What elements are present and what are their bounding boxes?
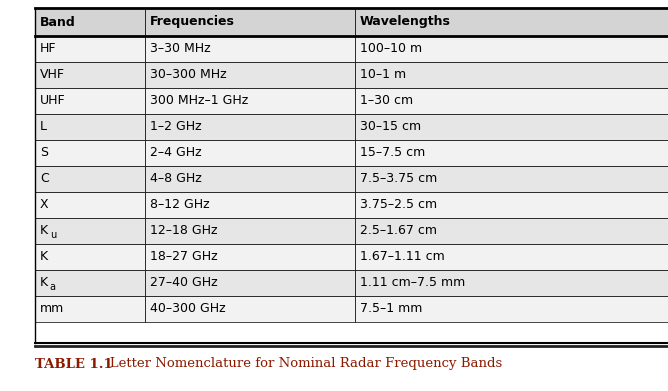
Text: 3–30 MHz: 3–30 MHz [150, 43, 210, 56]
Bar [355, 88, 668, 114]
Bar [35, 88, 145, 114]
Text: 1–30 cm: 1–30 cm [360, 95, 413, 108]
Bar [145, 244, 355, 270]
Bar [355, 192, 668, 218]
Bar [35, 140, 145, 166]
Text: Wavelengths: Wavelengths [360, 16, 451, 29]
Bar [145, 270, 355, 296]
Text: a: a [49, 282, 55, 292]
Bar [145, 114, 355, 140]
Text: 1.67–1.11 cm: 1.67–1.11 cm [360, 251, 445, 264]
Bar [355, 114, 668, 140]
Text: 10–1 m: 10–1 m [360, 68, 406, 81]
Text: 300 MHz–1 GHz: 300 MHz–1 GHz [150, 95, 248, 108]
Text: K: K [40, 276, 48, 289]
Text: 1–2 GHz: 1–2 GHz [150, 120, 202, 133]
Bar [355, 296, 668, 322]
Bar [355, 166, 668, 192]
Bar [35, 114, 145, 140]
Bar [35, 296, 145, 322]
Bar [355, 36, 668, 62]
Text: 2.5–1.67 cm: 2.5–1.67 cm [360, 224, 437, 237]
Text: C: C [40, 172, 49, 185]
Bar [35, 166, 145, 192]
Text: TABLE 1.1: TABLE 1.1 [35, 357, 113, 371]
Text: u: u [49, 230, 56, 240]
Text: 27–40 GHz: 27–40 GHz [150, 276, 218, 289]
Bar [145, 296, 355, 322]
Text: K: K [40, 251, 48, 264]
Bar [355, 244, 668, 270]
Text: 30–15 cm: 30–15 cm [360, 120, 421, 133]
Bar [145, 218, 355, 244]
Text: 3.75–2.5 cm: 3.75–2.5 cm [360, 199, 437, 212]
Bar [35, 192, 145, 218]
Bar [145, 62, 355, 88]
Bar [355, 62, 668, 88]
Text: 4–8 GHz: 4–8 GHz [150, 172, 202, 185]
Bar [145, 36, 355, 62]
Text: 15–7.5 cm: 15–7.5 cm [360, 147, 426, 160]
Text: S: S [40, 147, 48, 160]
Bar [145, 140, 355, 166]
Bar [355, 8, 668, 36]
Bar [145, 8, 355, 36]
Bar [145, 166, 355, 192]
Text: 8–12 GHz: 8–12 GHz [150, 199, 210, 212]
Text: X: X [40, 199, 49, 212]
Text: 30–300 MHz: 30–300 MHz [150, 68, 226, 81]
Text: 7.5–1 mm: 7.5–1 mm [360, 303, 422, 316]
Text: 2–4 GHz: 2–4 GHz [150, 147, 202, 160]
Bar [145, 88, 355, 114]
Text: HF: HF [40, 43, 57, 56]
Text: 7.5–3.75 cm: 7.5–3.75 cm [360, 172, 438, 185]
Text: Letter Nomenclature for Nominal Radar Frequency Bands: Letter Nomenclature for Nominal Radar Fr… [97, 357, 502, 371]
Text: 1.11 cm–7.5 mm: 1.11 cm–7.5 mm [360, 276, 465, 289]
Text: Band: Band [40, 16, 75, 29]
Text: 40–300 GHz: 40–300 GHz [150, 303, 226, 316]
Text: Frequencies: Frequencies [150, 16, 235, 29]
Text: 100–10 m: 100–10 m [360, 43, 422, 56]
Bar [145, 192, 355, 218]
Text: mm: mm [40, 303, 64, 316]
Text: 18–27 GHz: 18–27 GHz [150, 251, 218, 264]
Bar [35, 270, 145, 296]
Text: VHF: VHF [40, 68, 65, 81]
Bar [355, 270, 668, 296]
Bar [35, 62, 145, 88]
Bar [355, 140, 668, 166]
Bar [355, 218, 668, 244]
Text: L: L [40, 120, 47, 133]
Text: 12–18 GHz: 12–18 GHz [150, 224, 218, 237]
Bar [35, 36, 145, 62]
Text: UHF: UHF [40, 95, 65, 108]
Text: K: K [40, 224, 48, 237]
Bar [35, 218, 145, 244]
Bar [35, 244, 145, 270]
Bar [35, 8, 145, 36]
